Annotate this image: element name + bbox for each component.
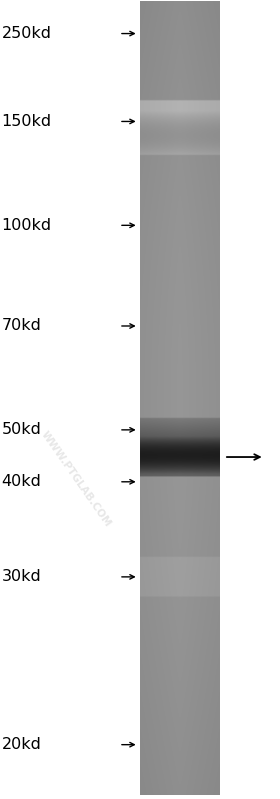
Text: 250kd: 250kd [1, 26, 52, 41]
Text: WWW.PTGLAB.COM: WWW.PTGLAB.COM [39, 430, 113, 529]
Text: 20kd: 20kd [1, 737, 41, 752]
Text: 30kd: 30kd [1, 570, 41, 584]
Text: 40kd: 40kd [1, 475, 41, 489]
Text: 150kd: 150kd [1, 114, 52, 129]
Text: 70kd: 70kd [1, 319, 41, 333]
Text: 100kd: 100kd [1, 218, 52, 233]
Text: 50kd: 50kd [1, 423, 41, 437]
